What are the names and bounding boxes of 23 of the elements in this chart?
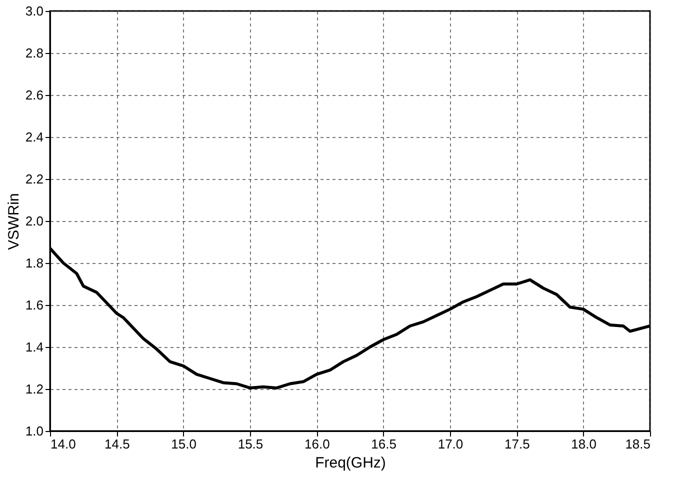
- x-tick-label: 16.5: [371, 436, 396, 452]
- y-tick-label: 2.6: [25, 88, 44, 102]
- x-tick-label: 18.5: [625, 436, 650, 452]
- x-tick-label: 18.0: [571, 436, 596, 452]
- x-tick-label: 15.5: [238, 436, 264, 452]
- y-axis-title: VSWRin: [5, 193, 22, 250]
- y-tick-label: 2.2: [25, 172, 44, 186]
- y-tick-label: 1.0: [25, 424, 44, 438]
- y-tick-label: 2.8: [25, 46, 44, 60]
- x-tick-label: 17.5: [504, 436, 530, 452]
- y-tick-label: 2.0: [25, 214, 44, 228]
- y-tick-label: 1.6: [25, 298, 44, 312]
- x-axis-title: Freq(GHz): [315, 454, 386, 472]
- x-tick-label: 17.0: [438, 436, 464, 452]
- y-tick-label: 1.2: [25, 382, 44, 396]
- x-tick-label: 14.0: [50, 436, 76, 452]
- x-tick-label: 15.0: [171, 436, 196, 452]
- y-tick-label: 3.0: [25, 4, 44, 18]
- y-tick-label: 1.8: [25, 256, 44, 270]
- x-tick-label: 14.5: [104, 436, 130, 452]
- y-tick-label: 2.4: [25, 130, 44, 144]
- x-tick-label: 16.0: [304, 436, 330, 452]
- y-tick-label: 1.4: [25, 340, 44, 354]
